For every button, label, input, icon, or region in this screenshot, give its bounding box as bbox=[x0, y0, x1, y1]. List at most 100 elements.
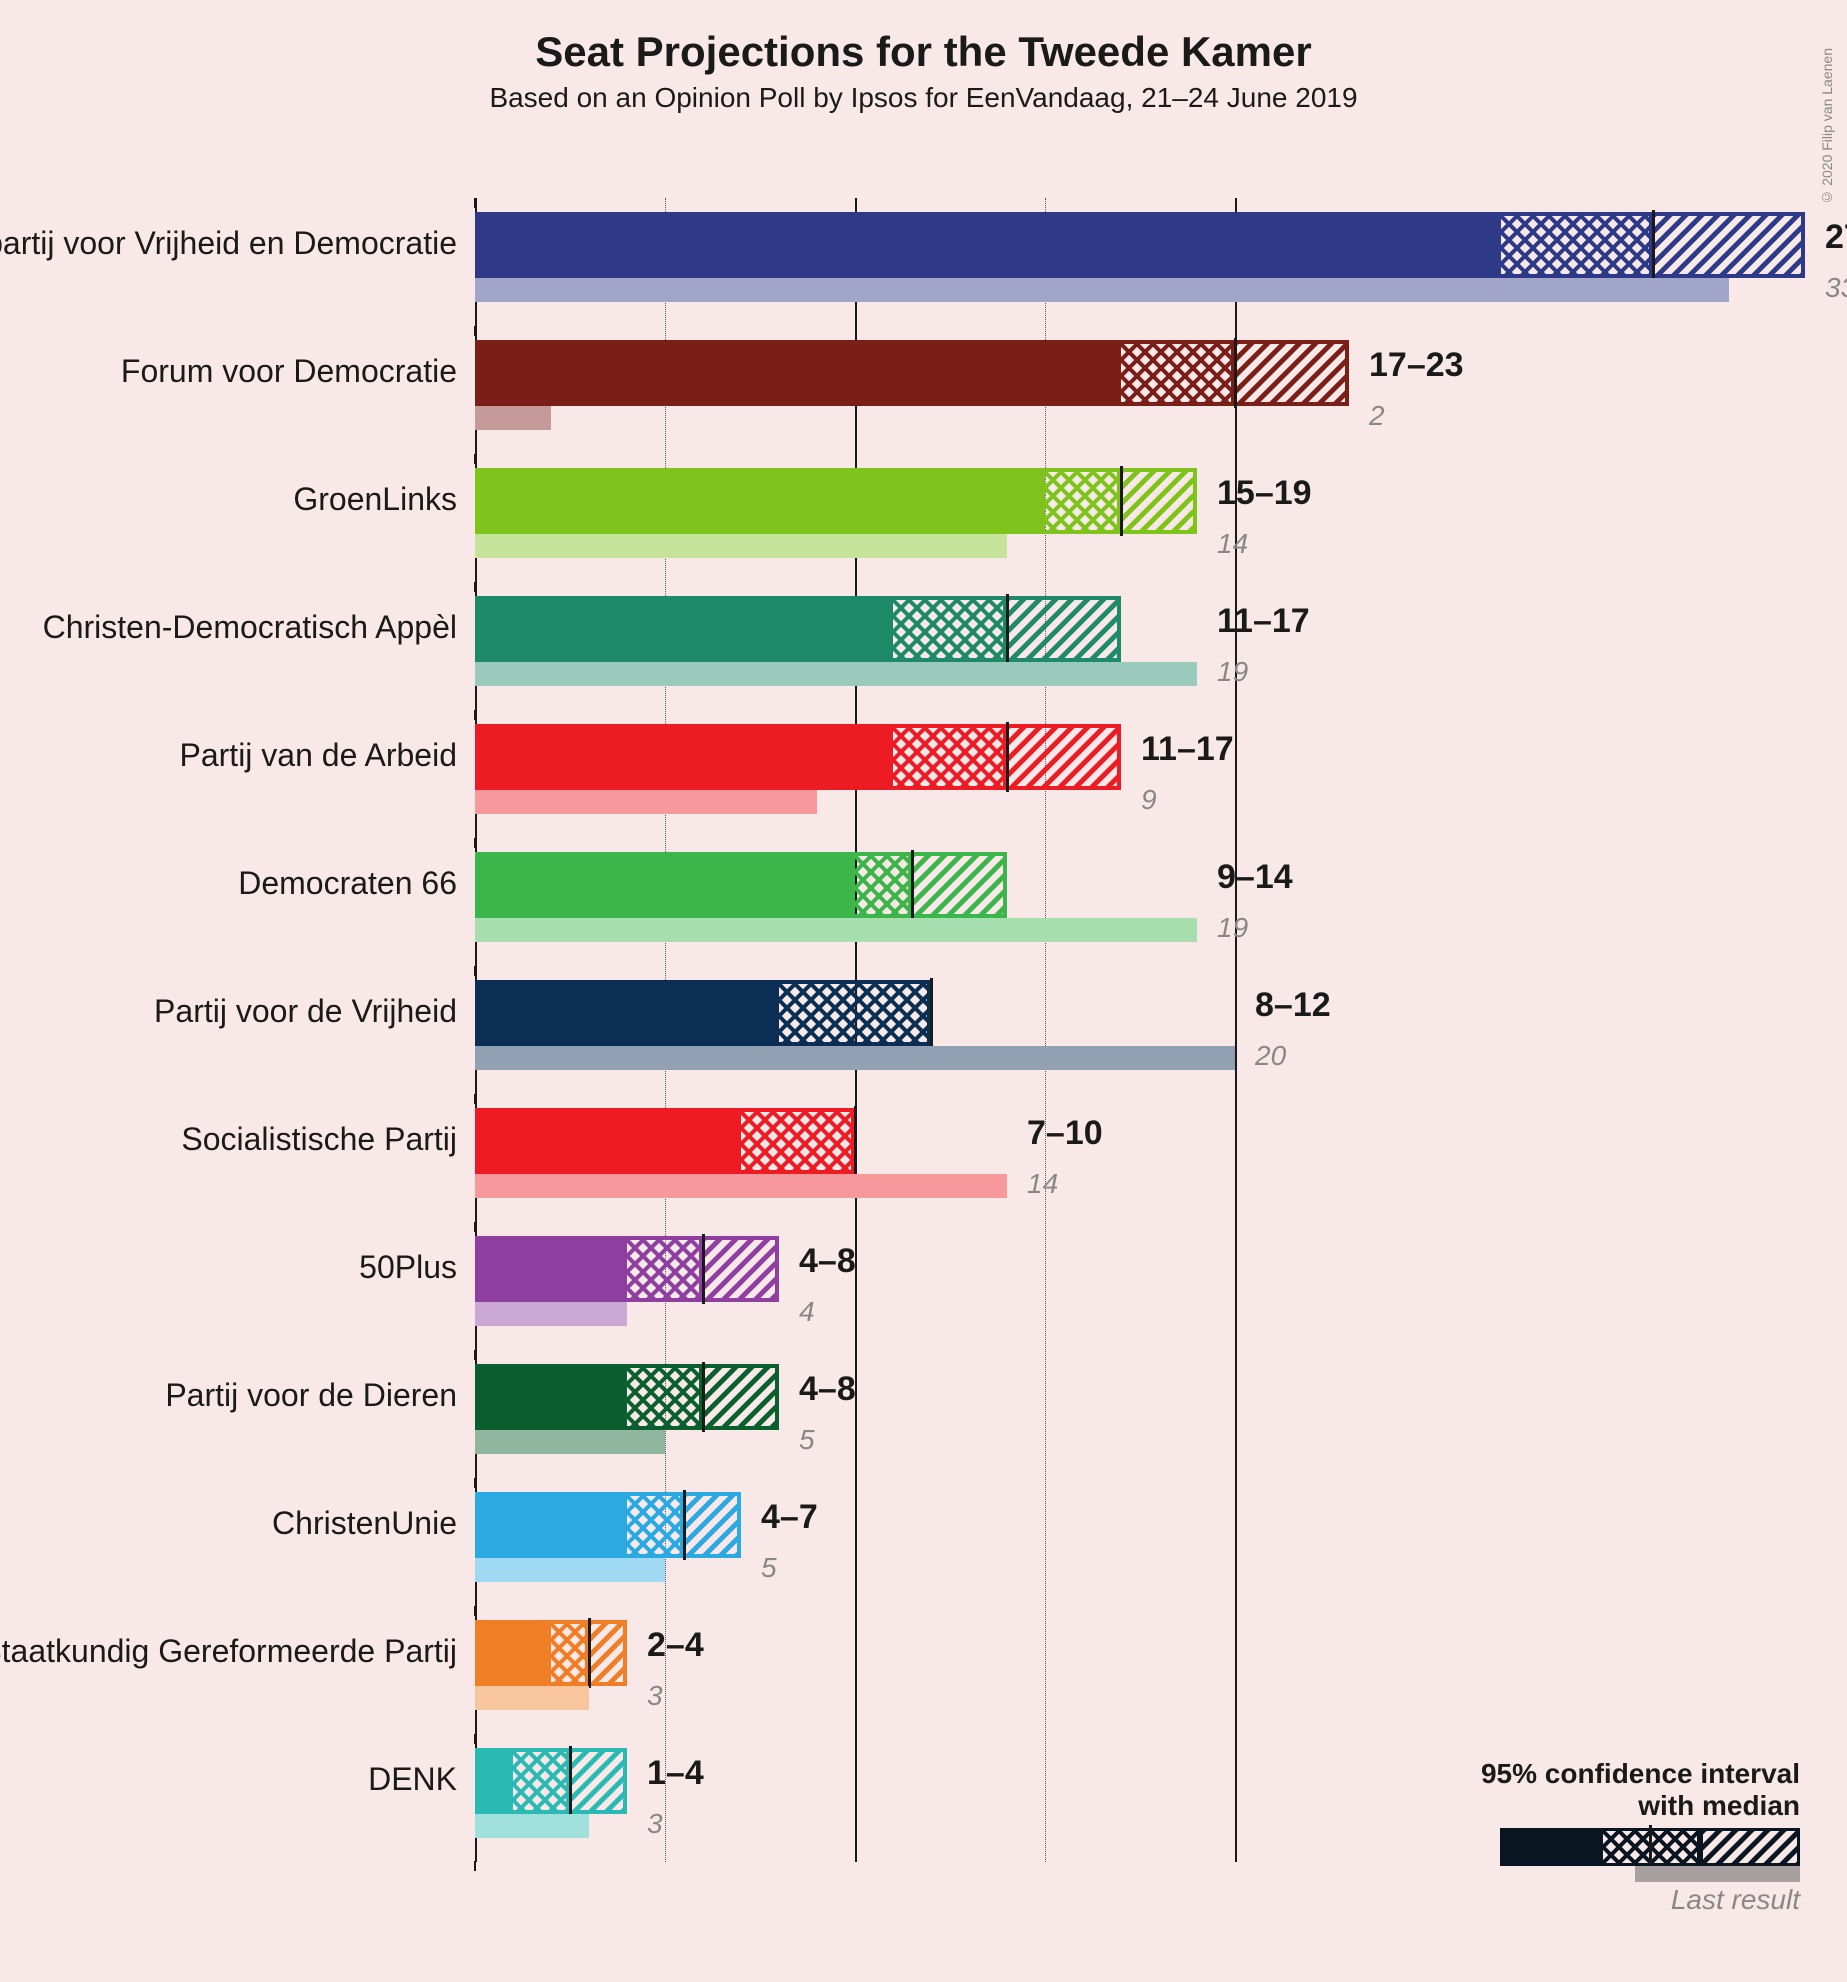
range-label: 1–4 bbox=[647, 1754, 704, 1793]
chart-subtitle: Based on an Opinion Poll by Ipsos for Ee… bbox=[0, 82, 1847, 114]
last-result-label: 3 bbox=[647, 1680, 663, 1712]
median-marker bbox=[1120, 466, 1123, 536]
median-marker bbox=[911, 850, 914, 920]
range-label: 4–8 bbox=[799, 1370, 856, 1409]
party-label: DENK bbox=[368, 1761, 457, 1798]
bar-ci-diagonal bbox=[1007, 724, 1121, 790]
bar-last-result bbox=[475, 406, 551, 430]
bar-solid bbox=[475, 1108, 741, 1174]
last-result-label: 33 bbox=[1825, 272, 1847, 304]
range-label: 11–17 bbox=[1141, 730, 1234, 769]
bar-last-result bbox=[475, 1686, 589, 1710]
last-result-label: 4 bbox=[799, 1296, 815, 1328]
range-label: 4–7 bbox=[761, 1498, 818, 1537]
party-row: Christen-Democratisch Appèl11–1719 bbox=[475, 582, 1815, 710]
bar-ci-diagonal bbox=[589, 1620, 627, 1686]
chart-area: Volkspartij voor Vrijheid en Democratie2… bbox=[475, 198, 1815, 1938]
median-marker bbox=[1234, 338, 1237, 408]
party-label: Partij van de Arbeid bbox=[180, 737, 458, 774]
bar-ci-diagonal bbox=[703, 1364, 779, 1430]
bar-ci-crosshatch bbox=[893, 724, 1007, 790]
bar-last-result bbox=[475, 534, 1007, 558]
copyright-text: © 2020 Filip van Laenen bbox=[1819, 48, 1835, 206]
bar-solid bbox=[475, 1492, 627, 1558]
bar-solid bbox=[475, 724, 893, 790]
last-result-label: 19 bbox=[1217, 656, 1248, 688]
bar-solid bbox=[475, 340, 1121, 406]
party-row: Volkspartij voor Vrijheid en Democratie2… bbox=[475, 198, 1815, 326]
bar-ci-crosshatch bbox=[627, 1492, 684, 1558]
median-marker bbox=[683, 1490, 686, 1560]
bar-ci-diagonal bbox=[684, 1492, 741, 1558]
bar-ci-diagonal bbox=[1007, 596, 1121, 662]
party-row: Democraten 669–1419 bbox=[475, 838, 1815, 966]
range-label: 17–23 bbox=[1369, 346, 1464, 385]
party-label: Volkspartij voor Vrijheid en Democratie bbox=[0, 225, 457, 262]
bar-solid bbox=[475, 852, 855, 918]
bar-last-result bbox=[475, 1814, 589, 1838]
bar-solid bbox=[475, 596, 893, 662]
median-marker bbox=[930, 978, 933, 1048]
party-label: Christen-Democratisch Appèl bbox=[43, 609, 457, 646]
last-result-label: 14 bbox=[1027, 1168, 1058, 1200]
party-row: Partij voor de Dieren4–85 bbox=[475, 1350, 1815, 1478]
bar-ci-crosshatch bbox=[627, 1236, 703, 1302]
range-label: 4–8 bbox=[799, 1242, 856, 1281]
last-result-label: 14 bbox=[1217, 528, 1248, 560]
bar-solid bbox=[475, 1620, 551, 1686]
party-label: Forum voor Democratie bbox=[121, 353, 457, 390]
range-label: 7–10 bbox=[1027, 1114, 1103, 1153]
bar-solid bbox=[475, 212, 1501, 278]
median-marker bbox=[588, 1618, 591, 1688]
bar-ci-crosshatch bbox=[551, 1620, 589, 1686]
bar-solid bbox=[475, 1236, 627, 1302]
last-result-label: 3 bbox=[647, 1808, 663, 1840]
range-label: 27–35 bbox=[1825, 218, 1847, 257]
party-label: GroenLinks bbox=[293, 481, 457, 518]
range-label: 9–14 bbox=[1217, 858, 1293, 897]
median-marker bbox=[702, 1362, 705, 1432]
bar-solid bbox=[475, 980, 779, 1046]
bar-last-result bbox=[475, 1174, 1007, 1198]
median-marker bbox=[1652, 210, 1655, 280]
last-result-label: 5 bbox=[799, 1424, 815, 1456]
party-label: Staatkundig Gereformeerde Partij bbox=[0, 1633, 457, 1670]
bar-ci-diagonal bbox=[912, 852, 1007, 918]
bar-ci-crosshatch bbox=[741, 1108, 855, 1174]
legend-ci-label-2: with median bbox=[1638, 1790, 1800, 1822]
bar-ci-crosshatch bbox=[1121, 340, 1235, 406]
bar-ci-crosshatch bbox=[1045, 468, 1121, 534]
bar-ci-diagonal bbox=[1235, 340, 1349, 406]
bar-ci-crosshatch bbox=[1501, 212, 1653, 278]
party-label: ChristenUnie bbox=[272, 1505, 457, 1542]
bar-ci-crosshatch bbox=[893, 596, 1007, 662]
party-label: Partij voor de Vrijheid bbox=[154, 993, 457, 1030]
range-label: 11–17 bbox=[1217, 602, 1310, 641]
party-row: ChristenUnie4–75 bbox=[475, 1478, 1815, 1606]
bar-ci-diagonal bbox=[1121, 468, 1197, 534]
bar-last-result bbox=[475, 1430, 665, 1454]
last-result-label: 9 bbox=[1141, 784, 1157, 816]
party-row: Partij voor de Vrijheid8–1220 bbox=[475, 966, 1815, 1094]
bar-solid bbox=[475, 1364, 627, 1430]
range-label: 8–12 bbox=[1255, 986, 1331, 1025]
bar-ci-diagonal bbox=[1653, 212, 1805, 278]
range-label: 2–4 bbox=[647, 1626, 704, 1665]
legend-bar bbox=[1500, 1828, 1800, 1866]
bar-last-result bbox=[475, 918, 1197, 942]
chart-title: Seat Projections for the Tweede Kamer bbox=[0, 28, 1847, 76]
party-label: 50Plus bbox=[359, 1249, 457, 1286]
bar-last-result bbox=[475, 790, 817, 814]
last-result-label: 19 bbox=[1217, 912, 1248, 944]
legend-last-label: Last result bbox=[1671, 1884, 1800, 1916]
last-result-label: 5 bbox=[761, 1552, 777, 1584]
bar-solid bbox=[475, 468, 1045, 534]
median-marker bbox=[854, 1106, 857, 1176]
party-row: Socialistische Partij7–1014 bbox=[475, 1094, 1815, 1222]
party-row: Partij van de Arbeid11–179 bbox=[475, 710, 1815, 838]
bar-last-result bbox=[475, 1302, 627, 1326]
party-row: 50Plus4–84 bbox=[475, 1222, 1815, 1350]
party-row: Forum voor Democratie17–232 bbox=[475, 326, 1815, 454]
legend-ci-label-1: 95% confidence interval bbox=[1481, 1758, 1800, 1790]
party-label: Socialistische Partij bbox=[181, 1121, 457, 1158]
